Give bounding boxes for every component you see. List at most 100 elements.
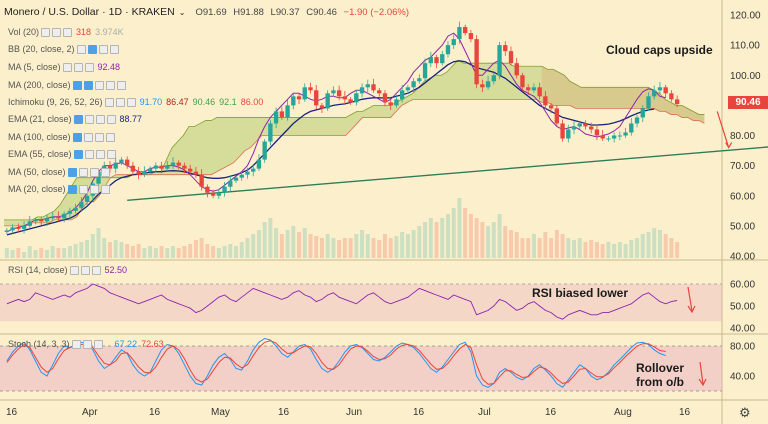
indicator-row[interactable]: MA (200, close) — [8, 80, 126, 90]
candle — [33, 219, 38, 222]
symbol-header[interactable]: Monero / U.S. Dollar · 1D · KRAKEN ⌄ O91… — [4, 6, 413, 18]
open-value: O91.69 — [195, 6, 227, 18]
volume-bar — [503, 226, 508, 258]
settings-icon[interactable] — [63, 27, 73, 37]
settings-icon[interactable] — [100, 167, 110, 177]
volume-bar — [486, 226, 491, 258]
volume-bar — [176, 248, 181, 258]
candle — [468, 33, 474, 40]
settings-icon[interactable] — [109, 44, 119, 54]
settings-icon[interactable] — [71, 339, 81, 349]
visibility-icon[interactable] — [72, 80, 82, 90]
visibility-icon[interactable] — [73, 149, 83, 159]
settings-icon[interactable] — [126, 97, 136, 107]
volume-bar — [44, 250, 49, 258]
settings-icon[interactable] — [98, 44, 108, 54]
stoch-tick-label: 80.00 — [730, 342, 755, 353]
settings-icon[interactable] — [73, 62, 83, 72]
indicator-row[interactable]: MA (50, close) — [8, 167, 110, 177]
ohlc-values: O91.69 H91.88 L90.37 C90.46 −1.90 (−2.06… — [195, 7, 413, 18]
stoch-d-value: 72.63 — [141, 339, 164, 349]
volume-bar — [39, 248, 44, 258]
volume-bar — [594, 242, 599, 258]
candle — [96, 171, 101, 184]
settings-icon[interactable] — [100, 184, 110, 194]
indicator-row[interactable]: MA (5, close) 92.48 — [8, 62, 120, 72]
interval[interactable]: 1D — [108, 6, 123, 18]
low-value: L90.37 — [270, 6, 300, 18]
close-icon[interactable] — [91, 265, 101, 275]
volume-bar — [428, 218, 433, 258]
settings-icon[interactable] — [116, 80, 126, 90]
volume-bar — [4, 248, 9, 258]
candle — [84, 195, 90, 202]
visibility-icon[interactable] — [83, 80, 93, 90]
settings-icon[interactable] — [94, 132, 104, 142]
rsi-value: 52.50 — [104, 265, 128, 275]
settings-icon[interactable] — [106, 114, 116, 124]
settings-icon[interactable] — [78, 167, 88, 177]
candle — [577, 123, 582, 127]
candle — [382, 93, 388, 103]
candle — [61, 213, 67, 219]
settings-icon[interactable] — [89, 167, 99, 177]
close-icon[interactable] — [93, 339, 103, 349]
volume-bar — [319, 238, 324, 258]
indicator-row[interactable]: MA (100, close) — [8, 132, 115, 142]
settings-icon[interactable] — [104, 97, 114, 107]
indicator-row[interactable]: MA (20, close) — [8, 184, 110, 194]
annotation-cloud: Cloud caps upside — [606, 43, 713, 57]
settings-icon[interactable] — [106, 149, 116, 159]
volume-bar — [331, 238, 336, 258]
visibility-icon[interactable] — [67, 184, 77, 194]
settings-icon[interactable] — [52, 27, 62, 37]
volume-bar — [606, 242, 611, 258]
volume-bar — [239, 242, 244, 258]
settings-icon[interactable] — [89, 184, 99, 194]
candle — [228, 180, 233, 187]
visibility-icon[interactable] — [67, 167, 77, 177]
stoch-legend[interactable]: Stoch (14, 3, 3) 67.22 72.63 — [8, 339, 164, 349]
visibility-icon[interactable] — [80, 265, 90, 275]
time-tick-label: 16 — [6, 407, 18, 418]
indicator-row[interactable]: Vol (20) 318 3.974K — [8, 27, 124, 37]
settings-icon[interactable] — [62, 62, 72, 72]
volume-bar — [79, 242, 84, 258]
indicator-value: 90.46 — [192, 97, 216, 107]
settings-icon[interactable] — [69, 265, 79, 275]
settings-icon[interactable] — [115, 97, 125, 107]
visibility-icon[interactable] — [73, 114, 83, 124]
settings-icon[interactable] — [105, 80, 115, 90]
visibility-icon[interactable] — [87, 44, 97, 54]
annotation-stoch-2: from o/b — [636, 375, 684, 389]
indicator-row[interactable]: Ichimoku (9, 26, 52, 26) 91.70 86.47 90.46 9… — [8, 97, 263, 107]
settings-icon[interactable] — [105, 132, 115, 142]
candle — [434, 57, 439, 64]
settings-icon[interactable] — [94, 80, 104, 90]
volume-bar — [256, 230, 261, 258]
settings-icon[interactable] — [95, 149, 105, 159]
settings-icon[interactable] — [84, 149, 94, 159]
rsi-legend[interactable]: RSI (14, close) 52.50 — [8, 265, 127, 275]
volume-bar — [354, 234, 359, 258]
chevron-down-icon[interactable]: ⌄ — [178, 7, 186, 17]
settings-icon[interactable] — [76, 44, 86, 54]
visibility-icon[interactable] — [82, 339, 92, 349]
volume-bar — [411, 230, 416, 258]
settings-icon[interactable] — [95, 114, 105, 124]
settings-icon[interactable] — [84, 62, 94, 72]
gear-icon[interactable]: ⚙ — [739, 405, 751, 420]
candle — [273, 111, 279, 124]
volume-bar — [228, 244, 233, 258]
settings-icon[interactable] — [78, 184, 88, 194]
volume-bar — [268, 218, 273, 258]
indicator-row[interactable]: EMA (21, close) 88.77 — [8, 114, 142, 124]
settings-icon[interactable] — [41, 27, 51, 37]
visibility-icon[interactable] — [72, 132, 82, 142]
settings-icon[interactable] — [84, 114, 94, 124]
indicator-row[interactable]: BB (20, close, 2) — [8, 44, 119, 54]
price-tick-label: 100.00 — [730, 71, 761, 82]
indicator-row[interactable]: EMA (55, close) — [8, 149, 116, 159]
settings-icon[interactable] — [83, 132, 93, 142]
